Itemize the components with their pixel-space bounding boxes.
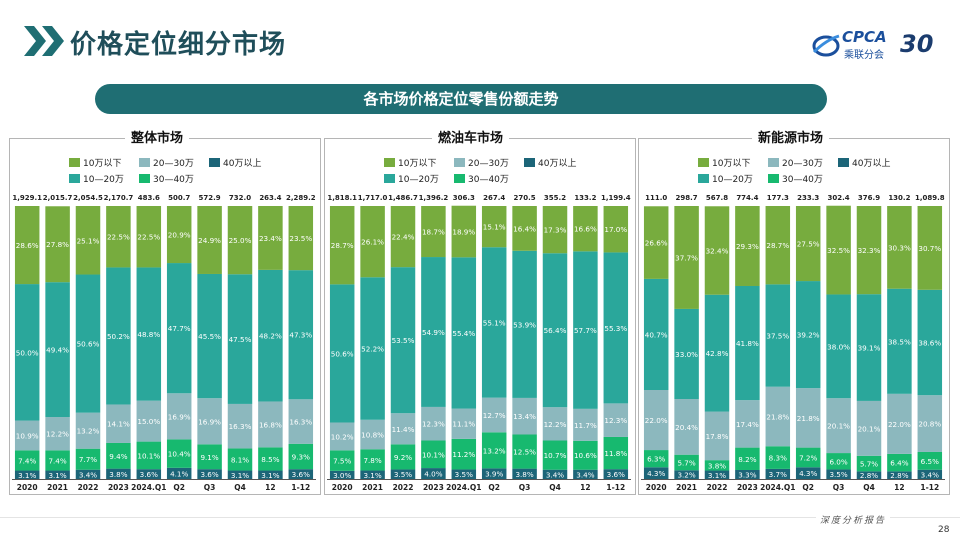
- legend-label: 40万以上: [538, 159, 577, 169]
- legend-label: 10万以下: [398, 159, 437, 169]
- logo-anniversary: 30: [900, 30, 934, 58]
- chart-panel-nev: [638, 138, 950, 495]
- legend-item: 40万以上: [838, 156, 890, 169]
- chart-title-nev: 新能源市场: [752, 131, 830, 147]
- legend-item: 20—30万: [768, 156, 823, 169]
- legend-item: 30—40万: [139, 172, 194, 185]
- legend-swatch: [384, 174, 395, 183]
- legend-item: 30—40万: [454, 172, 509, 185]
- legend-label: 10—20万: [398, 175, 439, 185]
- legend-swatch: [838, 158, 849, 167]
- legend-item: 10万以下: [384, 156, 436, 169]
- legend-swatch: [768, 158, 779, 167]
- legend-swatch: [768, 174, 779, 183]
- footer-divider: [0, 517, 960, 518]
- legend-swatch: [698, 174, 709, 183]
- cpca-logo: CPCA 乘联分会 30: [812, 28, 934, 64]
- legend-swatch: [209, 158, 220, 167]
- legend-swatch: [384, 158, 395, 167]
- logo-cn: 乘联分会: [844, 50, 884, 61]
- legend-item: 40万以上: [209, 156, 261, 169]
- chart-panel-overall: [9, 138, 321, 495]
- page-title: 价格定位细分市场: [70, 30, 287, 60]
- legend-label: 40万以上: [223, 159, 262, 169]
- legend-label: 10—20万: [83, 175, 124, 185]
- legend-label: 30—40万: [153, 175, 194, 185]
- footer-text: 深度分析报告: [816, 513, 891, 526]
- chart-panel-fuel: [324, 138, 636, 495]
- chevron-icon: [24, 26, 64, 56]
- legend-label: 20—30万: [782, 159, 823, 169]
- legend-swatch: [454, 174, 465, 183]
- legend-swatch: [524, 158, 535, 167]
- chart-title-overall: 整体市场: [125, 131, 190, 147]
- legend-swatch: [454, 158, 465, 167]
- legend-item: 10—20万: [384, 172, 439, 185]
- legend-label: 30—40万: [468, 175, 509, 185]
- legend-item: 20—30万: [139, 156, 194, 169]
- legend-label: 20—30万: [153, 159, 194, 169]
- legend-swatch: [698, 158, 709, 167]
- legend-item: 30—40万: [768, 172, 823, 185]
- legend-swatch: [139, 174, 150, 183]
- legend-item: 10—20万: [69, 172, 124, 185]
- header: 价格定位细分市场 CPCA 乘联分会 30: [0, 0, 960, 80]
- legend-label: 20—30万: [468, 159, 509, 169]
- legend-swatch: [69, 158, 80, 167]
- legend-item: 20—30万: [454, 156, 509, 169]
- legend-item: 10—20万: [698, 172, 753, 185]
- chart-title-fuel: 燃油车市场: [432, 131, 510, 147]
- section-banner: 各市场价格定位零售份额走势: [95, 84, 827, 114]
- legend-item: 10万以下: [698, 156, 750, 169]
- page-number: 28: [938, 525, 950, 535]
- legend-swatch: [69, 174, 80, 183]
- logo-brand: CPCA: [842, 28, 887, 46]
- legend-label: 40万以上: [852, 159, 891, 169]
- legend-item: 10万以下: [69, 156, 121, 169]
- legend-label: 10—20万: [712, 175, 753, 185]
- legend-label: 10万以下: [712, 159, 751, 169]
- legend-label: 10万以下: [83, 159, 122, 169]
- legend-label: 30—40万: [782, 175, 823, 185]
- logo-swoosh-icon: [812, 34, 840, 57]
- legend-item: 40万以上: [524, 156, 576, 169]
- legend-swatch: [139, 158, 150, 167]
